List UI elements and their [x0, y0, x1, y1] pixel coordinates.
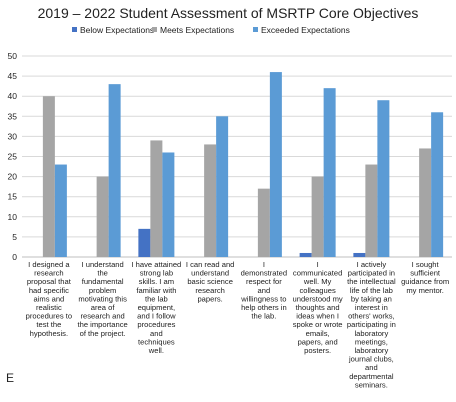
bar	[353, 252, 366, 257]
x-tick-label: I understand the fundamental problem motivat…	[78, 260, 128, 338]
x-tick-label: I can read and understand basic science res…	[186, 260, 235, 303]
bar	[54, 164, 67, 257]
chart-title: 2019 – 2022 Student Assessment of MSRTP …	[38, 5, 419, 21]
legend-label: Below Expectations	[80, 25, 154, 35]
y-tick-label: 40	[8, 91, 18, 101]
bar	[257, 188, 270, 257]
x-tick-label: I actively participated in the intellectua…	[347, 260, 396, 389]
legend: Below Expectations Meets Expectations Exce…	[72, 25, 350, 35]
bar	[269, 72, 282, 257]
bar	[299, 252, 312, 257]
bar	[108, 84, 121, 257]
legend-swatch	[152, 27, 157, 32]
bar	[204, 144, 217, 257]
bar	[377, 100, 390, 257]
bar	[138, 228, 151, 257]
y-tick-label: 10	[8, 212, 18, 222]
x-tick-label: I have attained strong lab skills. I am fam…	[131, 260, 181, 355]
y-tick-label: 20	[8, 172, 18, 182]
bar	[419, 148, 432, 257]
y-axis-ticks: 0 5 10 15 20 25 30 35 40 45 50	[8, 51, 18, 262]
legend-swatch	[253, 27, 258, 32]
legend-label: Meets Expectations	[160, 25, 234, 35]
bars	[42, 72, 444, 257]
bar	[216, 116, 229, 257]
y-tick-label: 50	[8, 51, 18, 61]
x-tick-label: I designed a research proposal that had spe…	[26, 260, 72, 338]
y-tick-label: 45	[8, 71, 18, 81]
legend-swatch	[72, 27, 77, 32]
bar	[96, 176, 109, 257]
bar	[42, 96, 55, 257]
bar	[431, 112, 444, 257]
bar	[323, 88, 336, 257]
y-tick-label: 15	[8, 192, 18, 202]
y-tick-label: 30	[8, 131, 18, 141]
bar	[150, 140, 163, 257]
bar	[162, 152, 175, 257]
legend-label: Exceeded Expectations	[261, 25, 350, 35]
bar	[365, 164, 378, 257]
y-tick-label: 25	[8, 152, 18, 162]
y-tick-label: 5	[12, 232, 17, 242]
gridlines	[22, 55, 452, 258]
x-axis-labels: I designed a research proposal that had spe…	[26, 260, 450, 389]
bar	[311, 176, 324, 257]
x-tick-label: I sought sufficient guidance from my mentor…	[401, 260, 449, 295]
panel-letter: E	[6, 371, 14, 385]
y-tick-label: 0	[12, 252, 17, 262]
y-tick-label: 35	[8, 111, 18, 121]
